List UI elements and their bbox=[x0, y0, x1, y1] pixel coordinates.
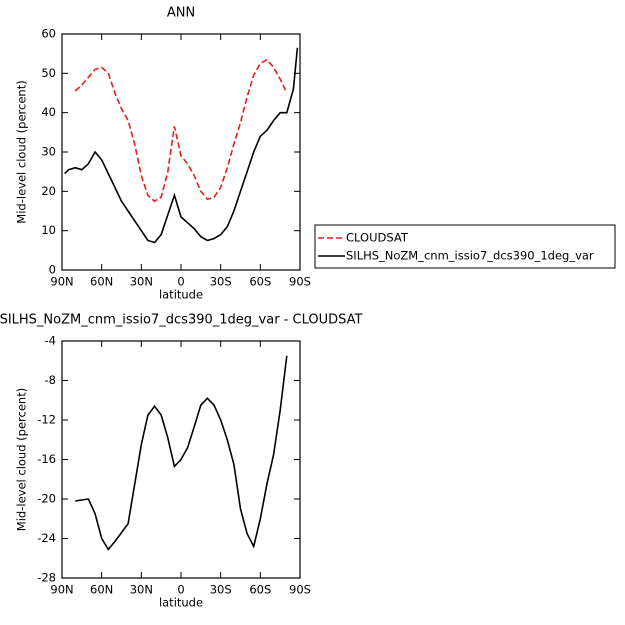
y-tick-label: 0 bbox=[49, 263, 56, 277]
x-tick-label: 30S bbox=[210, 275, 232, 289]
x-axis-label: latitude bbox=[159, 596, 203, 610]
data-line bbox=[64, 47, 299, 244]
data-line bbox=[75, 355, 288, 551]
y-tick-label: 10 bbox=[41, 223, 56, 237]
y-tick-label: -20 bbox=[37, 492, 56, 506]
legend-label: CLOUDSAT bbox=[346, 231, 409, 245]
x-tick-label: 90S bbox=[289, 583, 311, 597]
data-line bbox=[74, 58, 288, 203]
chart-title: ANN bbox=[167, 6, 195, 21]
y-tick-label: -12 bbox=[37, 413, 56, 427]
x-axis-label: latitude bbox=[159, 288, 203, 302]
y-tick-label: 60 bbox=[41, 27, 56, 41]
y-tick-label: 40 bbox=[41, 105, 56, 119]
legend-box bbox=[314, 224, 616, 269]
x-tick-label: 0 bbox=[177, 275, 184, 289]
y-tick-label: 30 bbox=[41, 145, 56, 159]
y-tick-label: -8 bbox=[45, 373, 56, 387]
legend-label: SILHS_NoZM_cnm_issio7_dcs390_1deg_var bbox=[346, 249, 594, 263]
chart-title: SILHS_NoZM_cnm_issio7_dcs390_1deg_var - … bbox=[0, 313, 362, 328]
x-tick-label: 30N bbox=[130, 583, 153, 597]
y-tick-label: -16 bbox=[37, 452, 56, 466]
x-tick-label: 30N bbox=[130, 275, 153, 289]
y-axis-label: Mid-level cloud (percent) bbox=[15, 388, 29, 531]
y-tick-label: 20 bbox=[41, 184, 56, 198]
x-tick-label: 90S bbox=[289, 275, 311, 289]
x-tick-label: 60N bbox=[90, 275, 113, 289]
x-tick-label: 60N bbox=[90, 583, 113, 597]
x-tick-label: 90N bbox=[50, 275, 73, 289]
y-tick-label: -24 bbox=[37, 531, 56, 545]
x-tick-label: 60S bbox=[249, 583, 271, 597]
x-tick-label: 30S bbox=[210, 583, 232, 597]
y-tick-label: -28 bbox=[37, 571, 56, 585]
y-tick-label: -4 bbox=[45, 334, 56, 348]
x-tick-label: 90N bbox=[50, 583, 73, 597]
y-axis-label: Mid-level cloud (percent) bbox=[15, 80, 29, 223]
y-tick-label: 50 bbox=[41, 66, 56, 80]
x-tick-label: 0 bbox=[177, 583, 184, 597]
x-tick-label: 60S bbox=[249, 275, 271, 289]
